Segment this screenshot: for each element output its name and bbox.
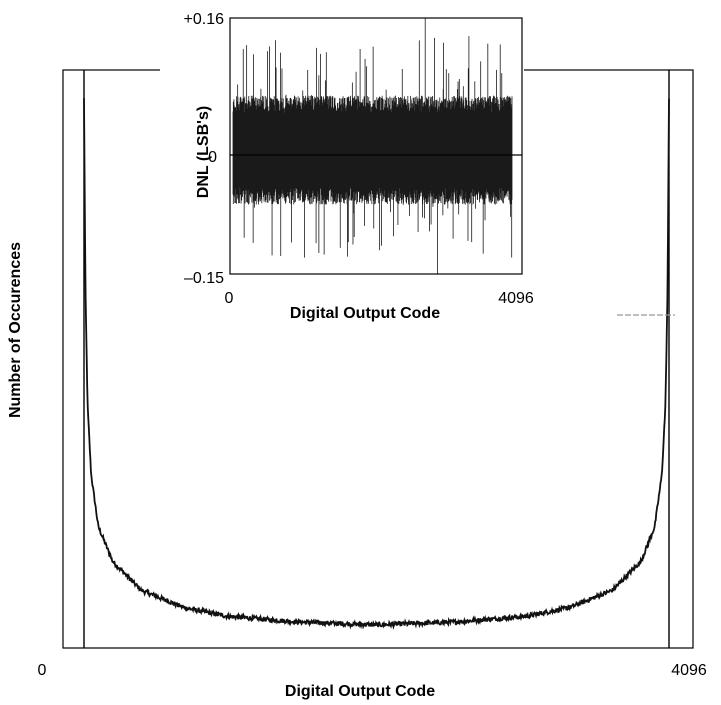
inset-y-tick-bottom: –0.15 (184, 270, 224, 287)
inset-y-axis-label: DNL (LSB's) (195, 106, 212, 198)
inset-x-axis-label: Digital Output Code (290, 305, 440, 322)
main-x-axis-label: Digital Output Code (285, 683, 435, 700)
inset-x-tick-end: 4096 (498, 290, 534, 307)
main-x-tick-start: 0 (38, 662, 47, 679)
inset-y-tick-top: +0.16 (184, 11, 225, 28)
inset-x-tick-start: 0 (225, 290, 234, 307)
inset-y-tick-zero: 0 (208, 149, 217, 166)
main-histogram-series (83, 98, 670, 630)
inset-chart (229, 17, 523, 275)
main-y-axis-label: Number of Occurences (7, 242, 24, 418)
main-x-tick-end: 4096 (671, 662, 707, 679)
inset-plot-frame (229, 17, 523, 275)
